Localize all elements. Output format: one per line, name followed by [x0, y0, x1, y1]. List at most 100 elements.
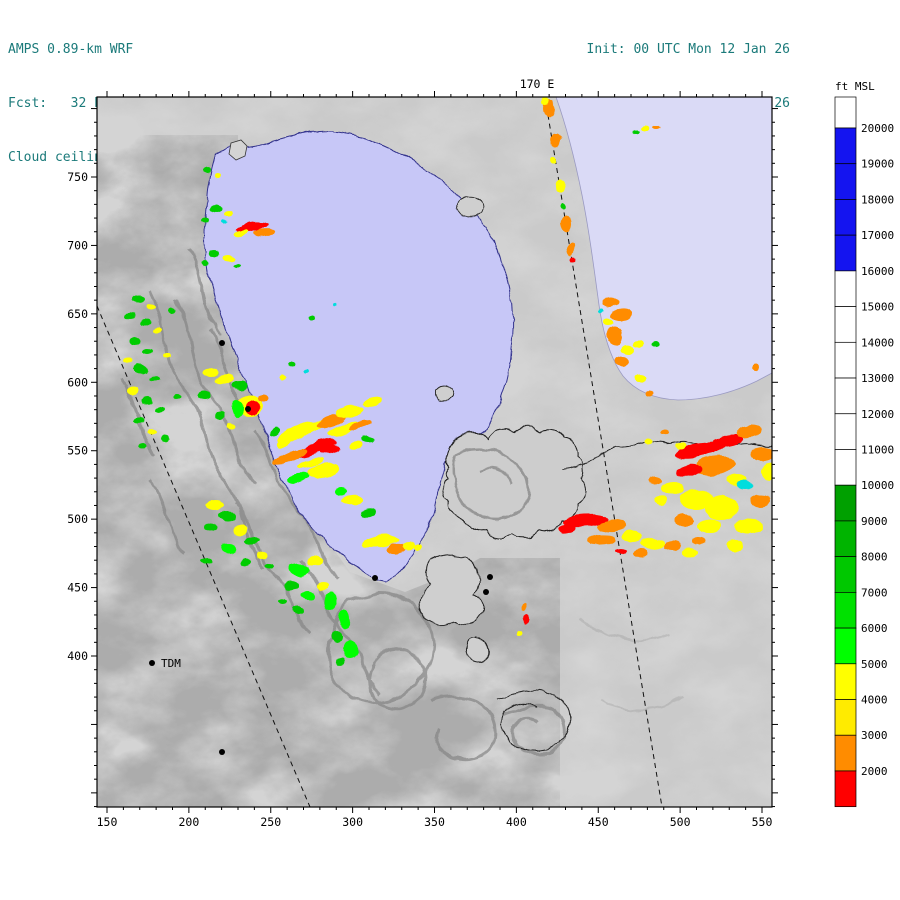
cloud-patch: [601, 298, 619, 308]
colorbar-segment: [834, 163, 857, 200]
colorbar-label: 8000: [861, 551, 888, 564]
island-texture: [451, 447, 531, 520]
y-tick-label: 400: [67, 649, 88, 663]
cloud-patch: [233, 401, 243, 417]
cloud-patch: [155, 406, 165, 412]
colorbar-segment: [834, 663, 857, 700]
cloud-patch: [219, 510, 237, 520]
cloud-patch: [763, 463, 772, 479]
cloud-patch: [315, 414, 347, 428]
colorbar-label: 9000: [861, 515, 888, 528]
cloud-patch: [146, 303, 156, 309]
cloud-patch: [753, 365, 761, 371]
cloud-patch: [301, 591, 315, 601]
coastal-contours: [419, 440, 772, 751]
colorbar-label: 18000: [861, 193, 894, 206]
cloud-patch: [306, 556, 324, 566]
colorbar-segment: [834, 96, 857, 129]
cloud-patch: [289, 473, 309, 485]
colorbar-segment: [834, 234, 857, 272]
model-name: AMPS 0.89-km WRF: [8, 42, 134, 57]
cloud-patch: [737, 482, 753, 490]
cloud-patch: [234, 230, 248, 238]
cloud-patch: [139, 320, 151, 326]
cloud-patch: [349, 421, 373, 431]
colorbar-segment: [834, 127, 857, 165]
station-dot: [487, 574, 493, 580]
cloud-patch: [750, 446, 772, 460]
cloud-patch: [674, 442, 686, 450]
cloud-patch: [129, 337, 141, 345]
y-tick-label: 650: [67, 307, 88, 321]
station-dot: [149, 660, 155, 666]
cloud-patch: [403, 542, 415, 550]
cloud-patch: [676, 515, 694, 527]
cloud-patch: [727, 541, 743, 551]
colorbar-label: 7000: [861, 586, 888, 599]
cloud-patch: [735, 518, 761, 534]
colorbar-segment: [834, 270, 857, 307]
cloud-patch: [233, 382, 247, 390]
cloud-patch: [603, 318, 613, 326]
cloud-patch: [414, 545, 422, 551]
cloud-patch: [282, 580, 298, 590]
station-label: TDM: [161, 657, 181, 670]
cloud-patch: [661, 481, 683, 495]
cloud-patch: [614, 548, 626, 554]
x-tick-label: 200: [178, 815, 199, 829]
cloud-patch: [562, 215, 572, 231]
x-tick-label: 150: [97, 815, 118, 829]
cloud-patch: [143, 348, 153, 354]
cloud-patch: [232, 264, 240, 268]
cloud-patch: [316, 582, 328, 590]
colorbar-label: 15000: [861, 301, 894, 314]
cloud-patch: [712, 434, 744, 448]
cloud-patch: [644, 438, 652, 444]
cloud-patch: [693, 537, 707, 545]
colorbar-label: 4000: [861, 694, 888, 707]
colorbar-segment: [834, 341, 857, 379]
cloud-patch: [598, 309, 604, 313]
cloud-patch: [214, 412, 226, 420]
cloud-patch: [232, 525, 248, 535]
cloud-patch: [131, 294, 145, 302]
cloud-patch: [652, 340, 660, 346]
cloud-patch: [139, 443, 147, 449]
cloud-ceiling-patches: [123, 97, 772, 666]
x-tick-label: 350: [424, 815, 445, 829]
cloud-patch: [523, 616, 529, 624]
cloud-patch: [633, 549, 647, 557]
cloud-patch: [636, 375, 646, 383]
cloud-patch: [321, 444, 341, 454]
station-dot: [219, 340, 225, 346]
cloud-patch: [560, 524, 576, 532]
cloud-patch: [125, 312, 135, 320]
colorbar-segment: [834, 484, 857, 522]
cloud-patch: [202, 260, 210, 266]
cloud-patch: [615, 357, 629, 367]
cloud-patch: [209, 203, 221, 211]
ross-island: [442, 426, 586, 539]
colorbar-segment: [834, 627, 857, 665]
x-tick-label: 550: [752, 815, 773, 829]
cloud-patch: [209, 248, 219, 256]
station-dot: [245, 406, 251, 412]
cloud-patch: [256, 552, 268, 560]
cloud-patch: [333, 303, 337, 307]
colorbar-label: 11000: [861, 443, 894, 456]
cloud-patch: [556, 179, 566, 193]
x-tick-label: 500: [670, 815, 691, 829]
cloud-patch: [281, 376, 287, 380]
cloud-patch: [633, 130, 639, 134]
colorbar-segment: [834, 199, 857, 236]
cloud-patch: [348, 442, 364, 450]
cloud-patch: [202, 367, 218, 377]
colorbar-segment: [834, 734, 857, 772]
cloud-patch: [309, 316, 315, 320]
cloud-patch: [275, 438, 291, 448]
coast-notch: [228, 139, 248, 161]
cloud-patch: [201, 217, 209, 223]
cloud-patch: [640, 537, 664, 549]
cloud-patch: [279, 598, 287, 604]
cloud-patch: [551, 134, 561, 148]
